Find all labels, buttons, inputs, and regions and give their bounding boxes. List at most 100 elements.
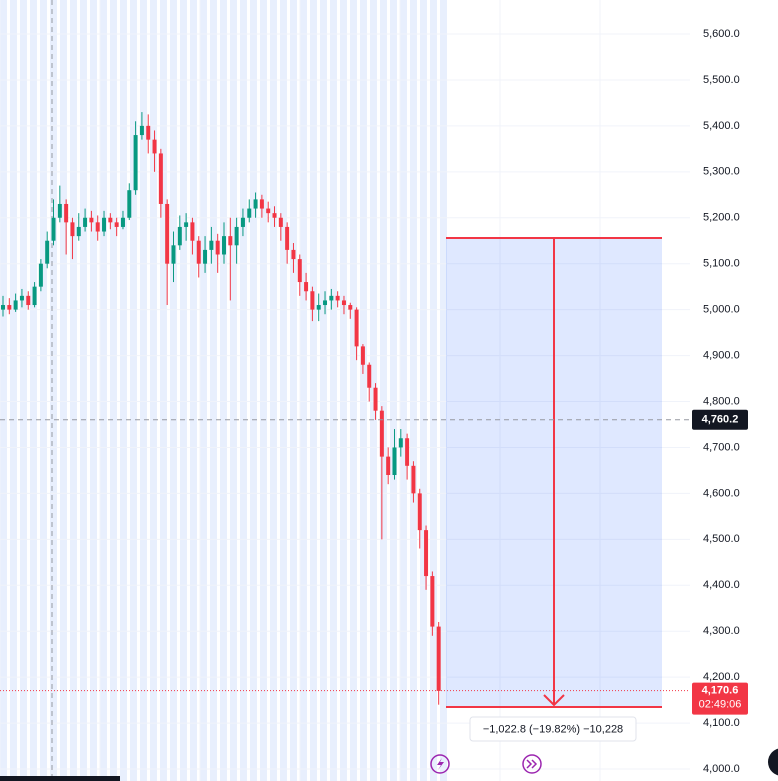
candle-body — [146, 125, 151, 140]
session-stripe — [290, 0, 297, 781]
candle-body — [436, 626, 441, 691]
candle-body — [310, 291, 315, 310]
session-stripe — [210, 0, 217, 781]
candle-body — [379, 410, 384, 457]
session-stripe — [250, 0, 257, 781]
grid — [0, 0, 690, 781]
session-stripe — [280, 0, 287, 781]
candle-body — [373, 387, 378, 411]
event-icon-bolt — [437, 758, 444, 770]
session-stripe — [220, 0, 227, 781]
session-stripe — [240, 0, 247, 781]
session-stripe — [130, 0, 137, 781]
session-stripe — [350, 0, 357, 781]
session-stripe — [40, 0, 47, 781]
candle-body — [430, 576, 435, 627]
candle-body — [304, 282, 309, 292]
session-stripe — [330, 0, 337, 781]
candle-body — [386, 456, 391, 475]
session-stripe — [110, 0, 117, 781]
session-stripe — [420, 0, 427, 781]
candle-body — [424, 530, 429, 577]
session-stripe — [430, 0, 437, 781]
candle-body — [247, 208, 252, 218]
candle-body — [354, 309, 359, 347]
y-tick-label: 4,200.0 — [703, 671, 740, 683]
event-icon[interactable] — [430, 754, 450, 774]
candle-body — [291, 249, 296, 260]
candle-body — [127, 190, 132, 218]
y-tick-label: 5,200.0 — [703, 212, 740, 224]
y-tick-label: 4,400.0 — [703, 579, 740, 591]
session-stripe — [310, 0, 317, 781]
candle-body — [411, 465, 416, 494]
candle-body — [19, 295, 24, 301]
candle-body — [7, 305, 12, 310]
candle-body — [1, 305, 5, 310]
y-tick-label: 4,900.0 — [703, 349, 740, 361]
y-tick-label: 4,100.0 — [703, 717, 740, 729]
candle-body — [367, 364, 372, 388]
y-tick-label: 5,400.0 — [703, 120, 740, 132]
candle-body — [209, 240, 214, 250]
candle-body — [64, 203, 69, 223]
candle-body — [83, 217, 88, 227]
candle-body — [228, 236, 233, 246]
candle-body — [196, 240, 201, 264]
candle-body — [114, 222, 119, 227]
session-stripe — [10, 0, 17, 781]
session-stripe — [30, 0, 37, 781]
measure-arrow-head — [543, 694, 565, 707]
session-stripe — [20, 0, 27, 781]
y-tick-label: 4,600.0 — [703, 487, 740, 499]
last-price-box — [692, 682, 748, 715]
candle-body — [139, 125, 144, 136]
candle-body — [316, 305, 321, 310]
countdown-label: 02:49:06 — [699, 699, 742, 711]
candle-body — [45, 240, 50, 264]
session-stripe — [50, 0, 57, 781]
session-stripe — [70, 0, 77, 781]
candle-body — [108, 217, 113, 223]
session-stripe — [260, 0, 267, 781]
session-stripe — [80, 0, 87, 781]
price-axis: 4,000.0 4,100.0 4,200.0 4,300.0 4,400.0 4,500… — [692, 28, 748, 775]
session-stripe — [270, 0, 277, 781]
y-tick-label: 4,000.0 — [703, 763, 740, 775]
candle-body — [120, 217, 125, 227]
session-stripe — [60, 0, 67, 781]
candle-body — [13, 300, 18, 310]
session-stripe — [320, 0, 327, 781]
replay-icon[interactable] — [522, 754, 542, 774]
side-button[interactable] — [768, 748, 778, 776]
y-tick-label: 5,300.0 — [703, 166, 740, 178]
candle-body — [177, 226, 182, 246]
measure-label-box — [469, 716, 637, 742]
candle-body — [203, 249, 208, 264]
price-overlays — [0, 419, 690, 692]
candle-body — [76, 226, 81, 237]
candle-body — [240, 217, 245, 227]
session-stripe — [410, 0, 417, 781]
y-tick-label: 5,500.0 — [703, 74, 740, 86]
candle-body — [348, 305, 353, 310]
candle-body — [297, 259, 302, 283]
replay-icon-arrows — [526, 759, 538, 769]
candle-body — [70, 222, 75, 237]
candle-body — [133, 135, 138, 191]
candle-body — [38, 263, 43, 287]
candle-body — [95, 222, 100, 232]
y-tick-label: 4,500.0 — [703, 533, 740, 545]
last-price-label: 4,170.6 — [702, 685, 739, 697]
session-stripe — [340, 0, 347, 781]
candle-body — [285, 226, 290, 250]
candle-body — [222, 236, 226, 255]
candle-body — [215, 240, 220, 255]
candles — [1, 112, 441, 705]
candle-body — [89, 217, 94, 223]
y-tick-label: 5,600.0 — [703, 28, 740, 40]
measure-label: −1,022.8 (−19.82%) −10,228 — [483, 723, 623, 735]
crosshair-price-box — [692, 409, 748, 430]
candle-body — [259, 199, 264, 209]
